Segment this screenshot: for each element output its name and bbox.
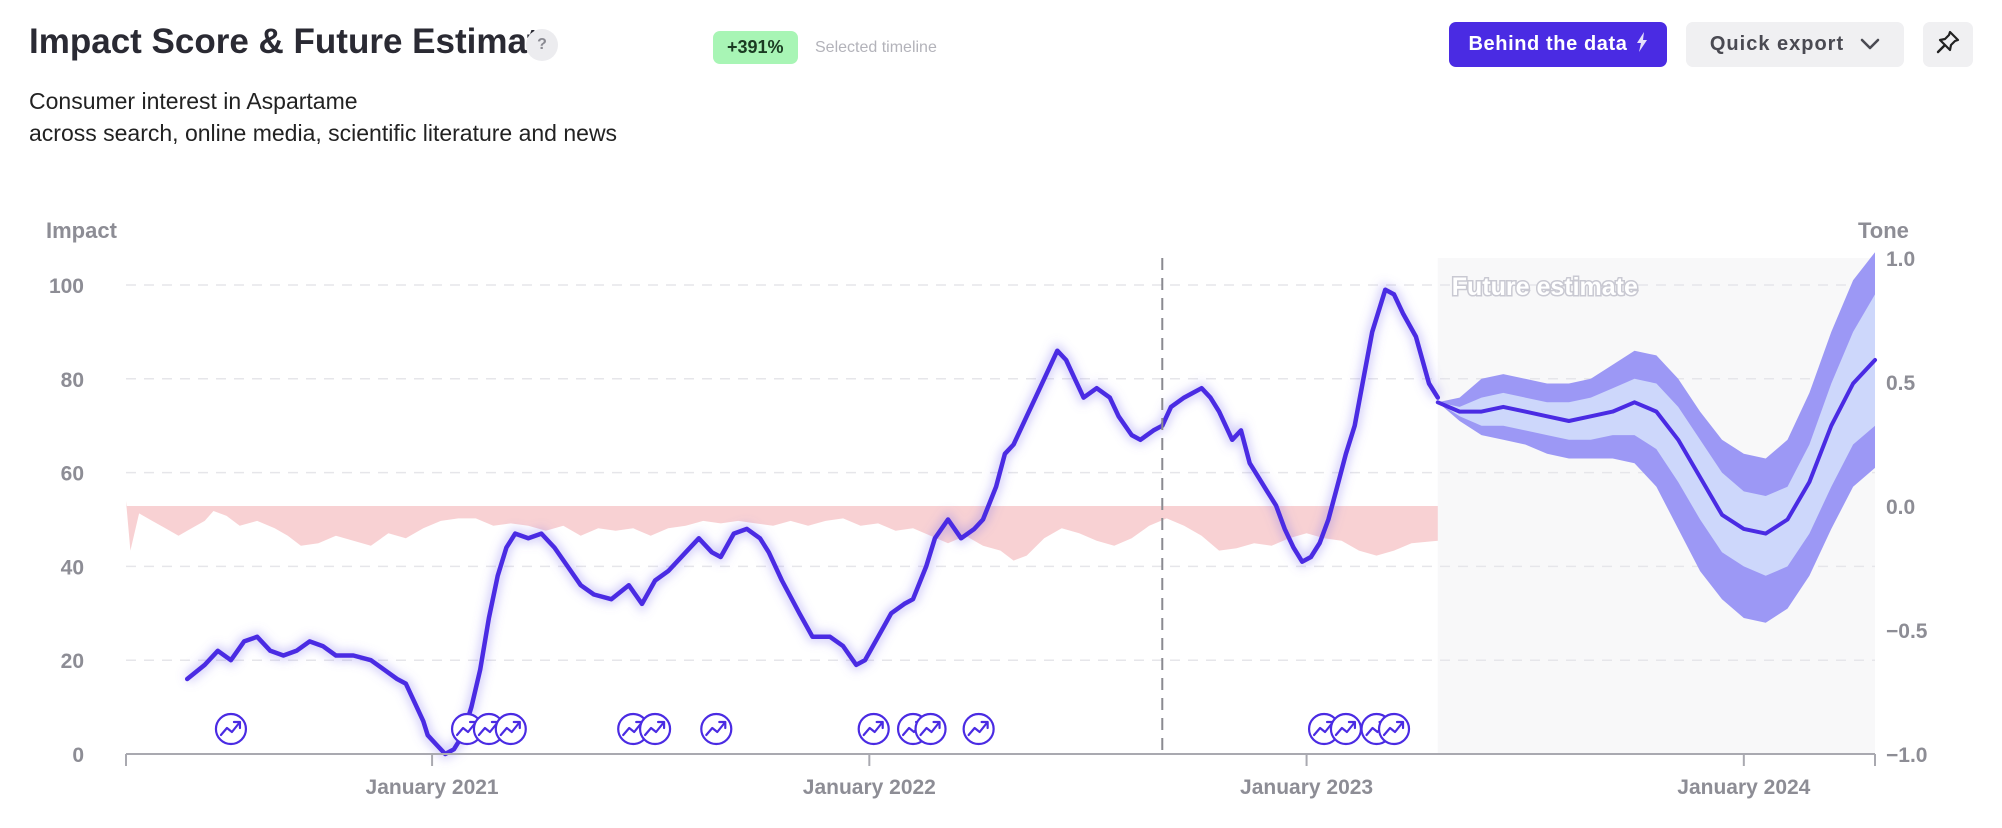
event-marker-circle xyxy=(962,712,995,746)
event-marker-circle xyxy=(494,712,527,746)
event-marker-circle xyxy=(914,712,947,746)
y2-tick-label: 0.5 xyxy=(1886,372,1916,395)
pin-button[interactable] xyxy=(1923,22,1973,67)
help-icon[interactable]: ? xyxy=(526,29,558,61)
event-marker-circle xyxy=(857,712,890,746)
y2-axis-title: Tone xyxy=(1858,218,1909,243)
trend-icon xyxy=(705,720,727,737)
forecast-line xyxy=(1435,358,1877,536)
event-marker-circle xyxy=(1377,712,1411,746)
event-marker-icon[interactable] xyxy=(494,712,527,746)
chart-header: Impact Score & Future Estimate ? +391% S… xyxy=(0,0,2002,160)
y-tick-label: 100 xyxy=(49,275,84,298)
event-marker-icon[interactable] xyxy=(638,712,672,746)
forecast-label: Future estimate xyxy=(1452,273,1638,301)
y-axis-title: Impact xyxy=(46,218,117,243)
event-marker-icon[interactable] xyxy=(214,712,248,746)
x-tick-label: January 2024 xyxy=(1677,776,1810,799)
y2-tick-label: −1.0 xyxy=(1886,744,1927,767)
y-tick-label: 60 xyxy=(61,463,84,486)
subtitle-line-2: across search, online media, scientific … xyxy=(29,120,618,146)
event-marker-icon[interactable] xyxy=(700,712,733,746)
trend-icon xyxy=(219,720,242,737)
quick-export-dropdown[interactable]: Quick export xyxy=(1686,22,1904,67)
page-title: Impact Score & Future Estimate xyxy=(29,22,559,61)
quick-export-label: Quick export xyxy=(1709,33,1845,55)
badge-caption: Selected timeline xyxy=(815,39,937,56)
trend-icon xyxy=(643,720,666,737)
trend-icon xyxy=(1334,720,1357,737)
behind-the-data-button[interactable]: Behind the data xyxy=(1449,22,1667,67)
event-marker-icon[interactable] xyxy=(857,712,890,746)
event-marker-circle xyxy=(214,712,248,746)
y2-tick-label: −0.5 xyxy=(1886,620,1928,643)
lightning-icon xyxy=(1636,31,1648,58)
change-badge: +391% xyxy=(713,31,798,64)
trend-icon xyxy=(499,720,521,737)
event-marker-icon[interactable] xyxy=(962,712,995,746)
event-marker-icon[interactable] xyxy=(1377,712,1411,746)
x-tick-label: January 2023 xyxy=(1240,776,1373,799)
tone-area xyxy=(126,501,1438,561)
subtitle-line-1: Consumer interest in Aspartame xyxy=(29,88,358,114)
y-tick-label: 20 xyxy=(61,650,84,673)
forecast-inner-band xyxy=(1437,294,1875,576)
y-tick-label: 0 xyxy=(72,744,84,767)
trend-icon xyxy=(967,720,989,737)
behind-the-data-label: Behind the data xyxy=(1468,33,1628,55)
x-tick-label: January 2021 xyxy=(366,776,499,799)
y-tick-label: 40 xyxy=(61,556,84,579)
trend-icon xyxy=(1382,720,1405,737)
x-tick-label: January 2022 xyxy=(803,776,936,799)
y-tick-label: 80 xyxy=(61,369,84,392)
event-marker-circle xyxy=(700,712,733,746)
trend-icon xyxy=(919,720,941,737)
trend-icon xyxy=(862,720,884,737)
event-marker-circle xyxy=(638,712,672,746)
event-marker-icon[interactable] xyxy=(1329,712,1363,746)
event-marker-circle xyxy=(1329,712,1363,746)
event-marker-icon[interactable] xyxy=(914,712,947,746)
y2-tick-label: 0.0 xyxy=(1886,496,1915,519)
chevron-down-icon xyxy=(1860,33,1880,56)
y2-tick-label: 1.0 xyxy=(1886,248,1915,271)
pin-icon xyxy=(1935,29,1961,60)
impact-line xyxy=(184,287,1441,757)
